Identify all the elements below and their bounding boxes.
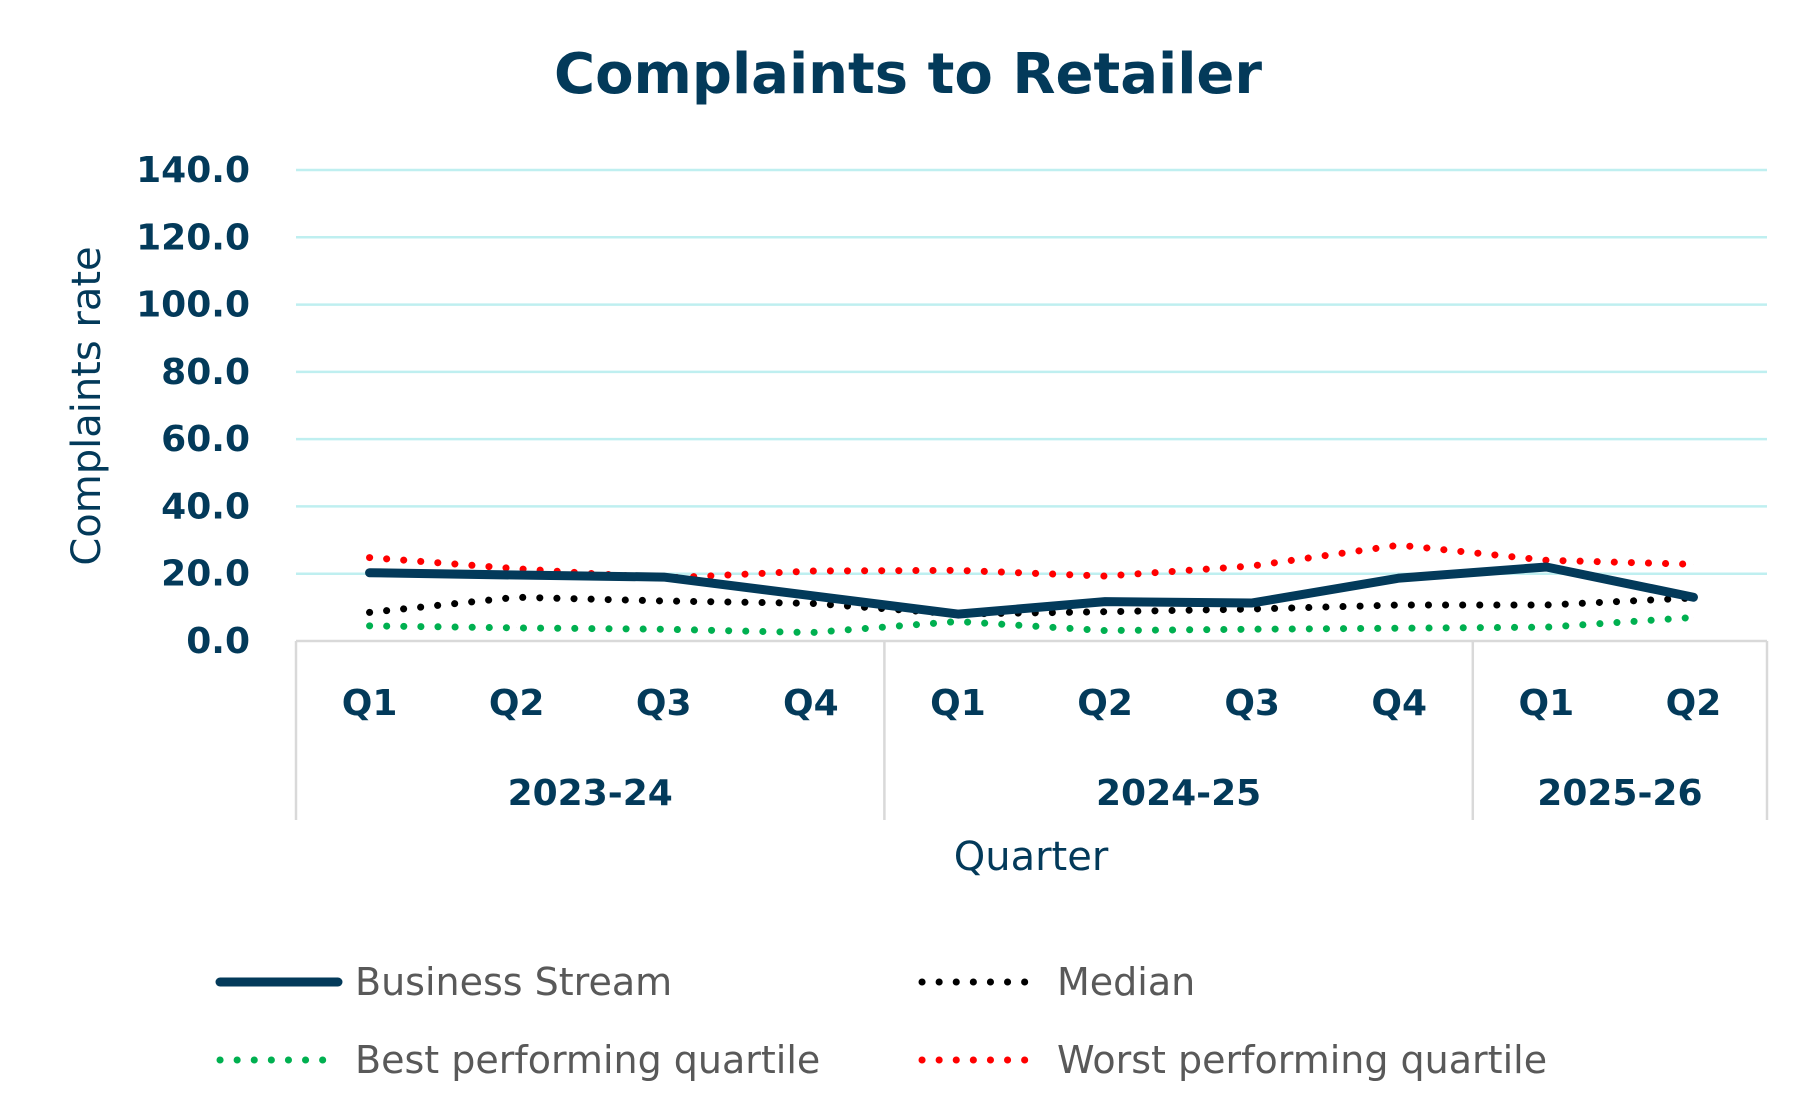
series-line-2 [370, 617, 1694, 632]
y-tick-label: 100.0 [136, 285, 250, 326]
chart-title: Complaints to Retailer [554, 42, 1262, 107]
x-group-label: 2025-26 [1537, 773, 1702, 814]
x-axis-title: Quarter [954, 834, 1109, 880]
y-tick-label: 20.0 [161, 554, 250, 595]
x-tick-label: Q4 [783, 683, 839, 724]
x-tick-label: Q1 [342, 683, 398, 724]
x-tick-label: Q2 [1077, 683, 1133, 724]
x-tick-label: Q2 [489, 683, 545, 724]
y-tick-label: 80.0 [161, 352, 250, 393]
x-tick-label: Q4 [1371, 683, 1427, 724]
x-tick-label: Q3 [1224, 683, 1280, 724]
legend-label: Best performing quartile [355, 1038, 820, 1082]
x-group-label: 2023-24 [508, 773, 673, 814]
legend-label: Business Stream [355, 960, 672, 1004]
x-tick-label: Q3 [636, 683, 692, 724]
y-tick-label: 120.0 [136, 217, 250, 258]
y-axis-title: Complaints rate [64, 246, 110, 565]
y-tick-label: 0.0 [186, 621, 250, 662]
y-tick-label: 60.0 [161, 419, 250, 460]
x-group-label: 2024-25 [1096, 773, 1261, 814]
x-tick-label: Q2 [1666, 683, 1722, 724]
y-tick-label: 140.0 [136, 150, 250, 191]
legend-label: Worst performing quartile [1057, 1038, 1547, 1082]
y-tick-label: 40.0 [161, 486, 250, 527]
legend-label: Median [1057, 960, 1195, 1004]
x-tick-label: Q1 [1519, 683, 1575, 724]
x-tick-label: Q1 [930, 683, 986, 724]
